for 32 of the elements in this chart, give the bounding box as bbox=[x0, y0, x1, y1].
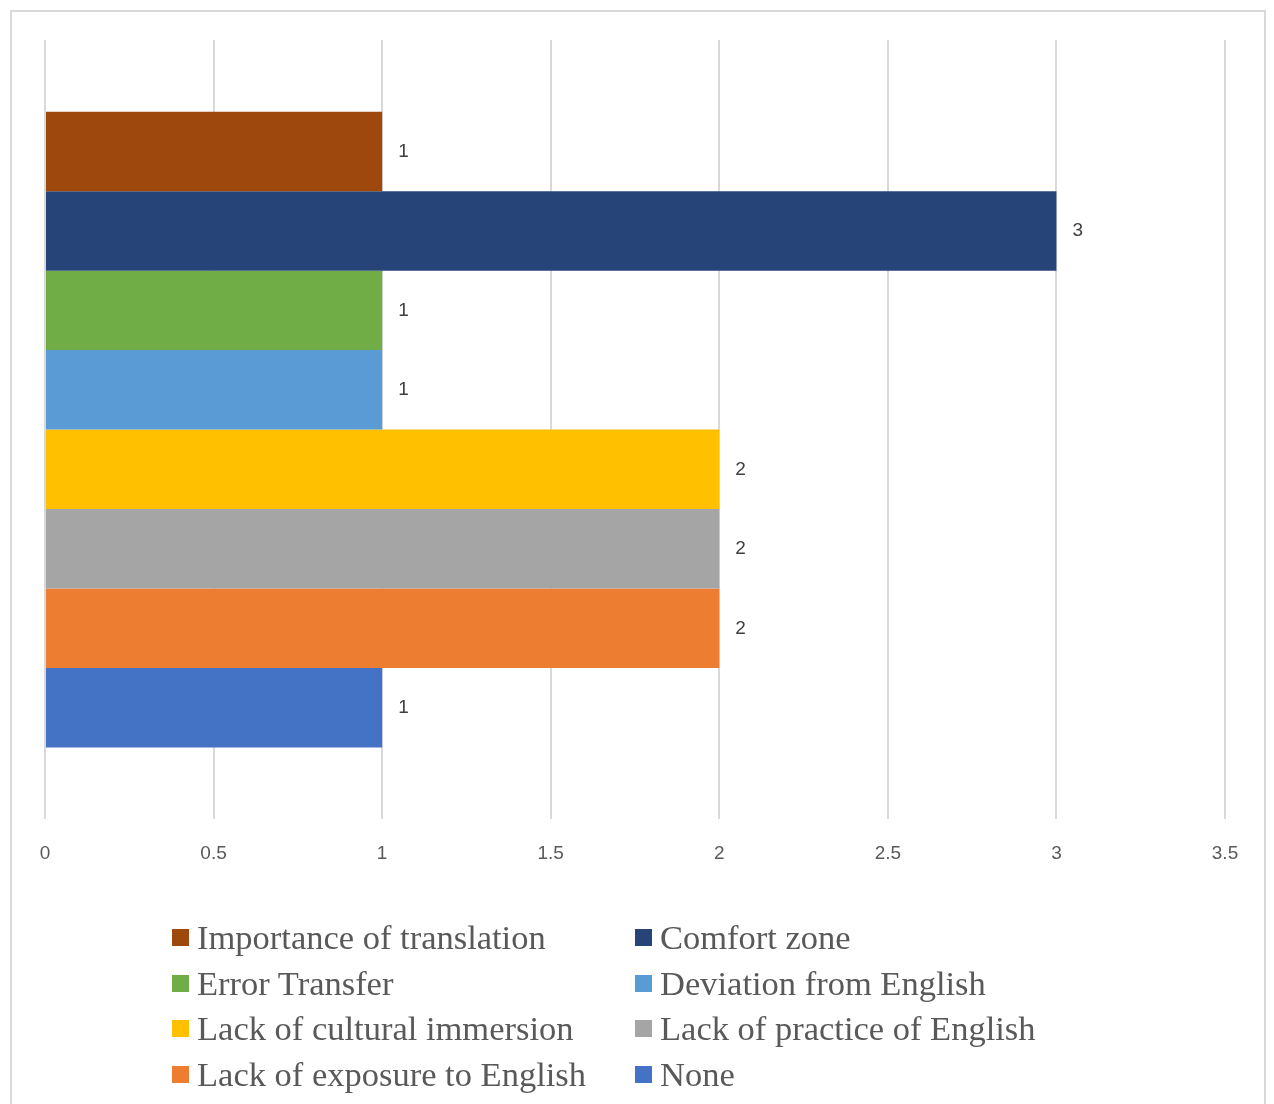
x-tick-label: 2.5 bbox=[874, 841, 902, 863]
legend-label: None bbox=[660, 1054, 735, 1094]
bar bbox=[46, 111, 383, 192]
bar bbox=[46, 668, 383, 748]
x-tick-label: 0.5 bbox=[200, 841, 227, 863]
bar bbox=[46, 588, 720, 669]
data-label: 2 bbox=[735, 537, 746, 559]
x-tick-label: 1.5 bbox=[537, 841, 564, 863]
x-tick-label: 1 bbox=[376, 841, 388, 863]
legend-label: Error Transfer bbox=[197, 963, 394, 1003]
data-label: 1 bbox=[398, 298, 409, 320]
bar bbox=[46, 509, 720, 589]
data-label: 1 bbox=[398, 696, 409, 718]
legend-label: Deviation from English bbox=[660, 963, 986, 1003]
legend-label: Lack of exposure to English bbox=[197, 1054, 586, 1094]
data-label: 3 bbox=[1072, 219, 1084, 241]
x-tick-label: 3.5 bbox=[1211, 841, 1239, 863]
bar bbox=[46, 191, 1057, 271]
data-label: 1 bbox=[398, 139, 409, 161]
bar bbox=[46, 350, 383, 430]
x-tick-label: 3 bbox=[1051, 841, 1062, 863]
legend-label: Importance of translation bbox=[197, 918, 546, 958]
bar bbox=[46, 270, 383, 351]
legend-label: Lack of practice of English bbox=[660, 1009, 1036, 1049]
x-tick-label: 2 bbox=[714, 841, 725, 863]
legend-label: Comfort zone bbox=[660, 918, 851, 958]
data-label: 2 bbox=[735, 616, 746, 638]
data-label: 2 bbox=[735, 457, 746, 479]
legend-label: Lack of cultural immersion bbox=[197, 1009, 574, 1049]
data-label: 1 bbox=[398, 378, 409, 400]
x-tick-label: 0 bbox=[39, 841, 51, 863]
bar bbox=[46, 429, 720, 510]
